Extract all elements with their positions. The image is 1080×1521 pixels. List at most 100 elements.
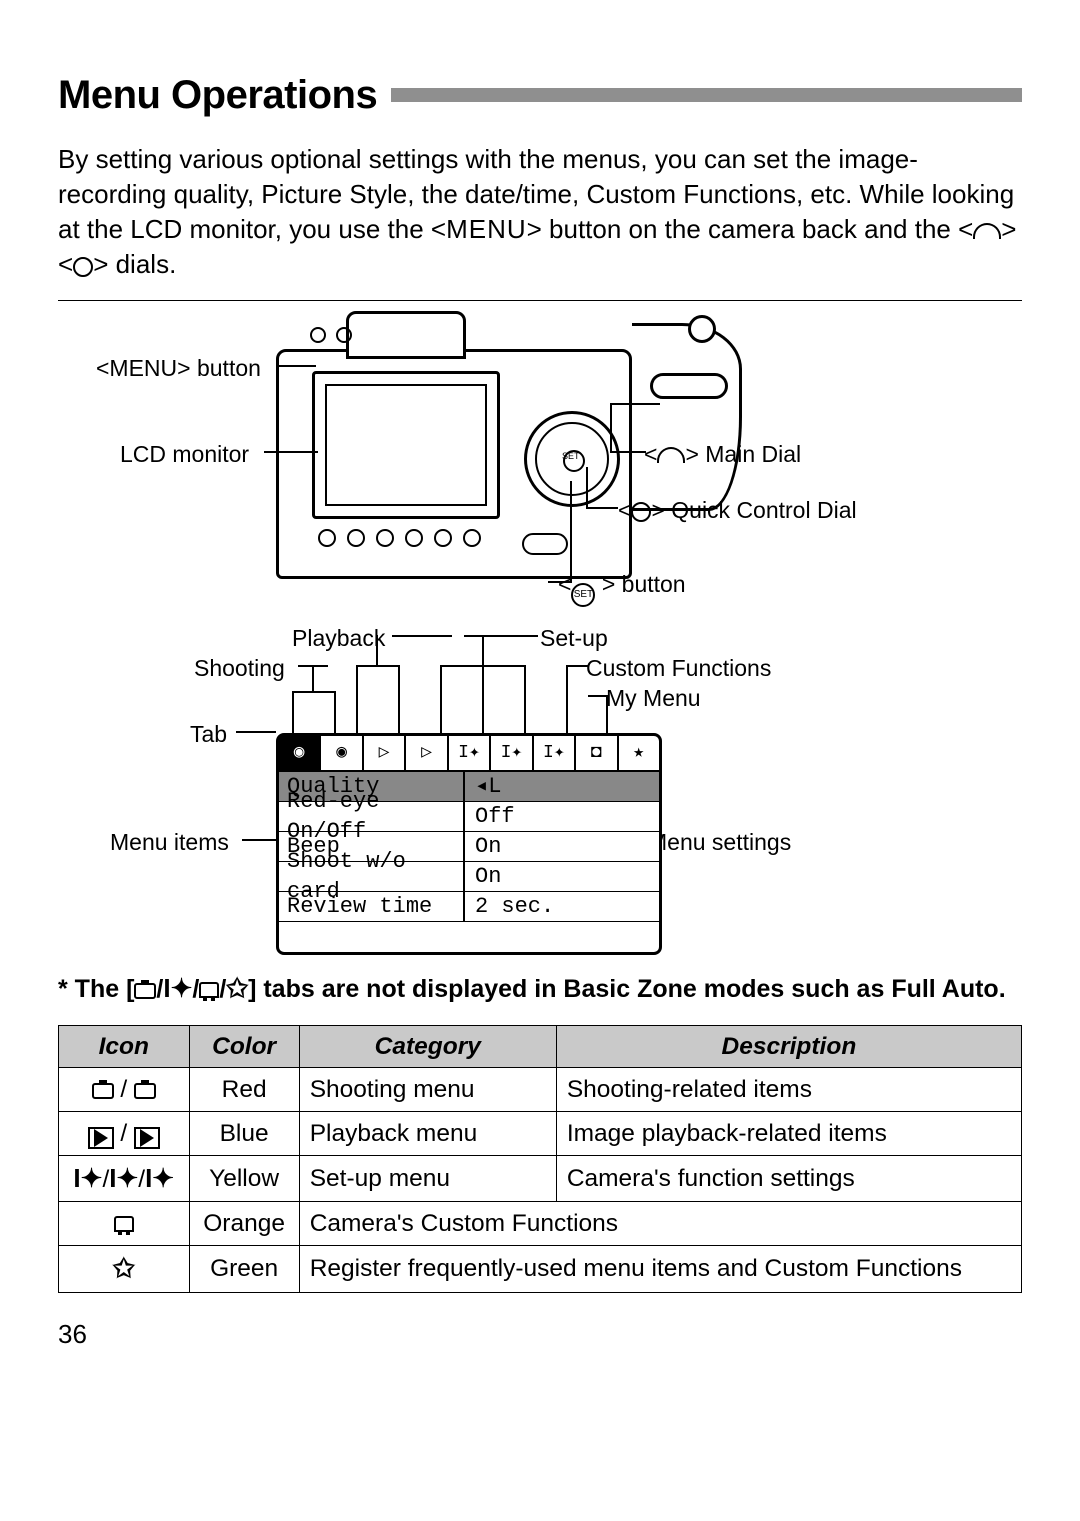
th-color: Color [189, 1026, 299, 1068]
cell-icon: I✦/I✦/I✦ [59, 1156, 190, 1202]
note-prefix: * The [ [58, 975, 134, 1003]
leader [392, 635, 452, 637]
cell-icon: ✩ [59, 1246, 190, 1292]
leader [236, 731, 276, 733]
menu-row-value: Off [465, 802, 515, 832]
title-bar [391, 88, 1022, 102]
menu-tabs: ◉◉▷▷I✦I✦I✦◘★ [279, 736, 659, 772]
th-description: Description [556, 1026, 1021, 1068]
table-row: / Red Shooting menu Shooting-related ite… [59, 1068, 1022, 1112]
set-button-icon: SET [571, 583, 595, 607]
playback-icon [134, 1127, 160, 1149]
tab-icon: ◉ [279, 736, 321, 770]
main-dial-icon [973, 223, 1001, 239]
menu-row: Review time2 sec. [279, 892, 659, 922]
leader [464, 635, 538, 637]
menu-screen-illustration: ◉◉▷▷I✦I✦I✦◘★ Quality◂LRed-eye On/OffOffB… [276, 733, 662, 955]
wrench-icon: I✦ [109, 1163, 138, 1193]
label-custom-fn: Custom Functions [586, 653, 771, 684]
quick-control-dial-icon [631, 502, 651, 522]
cell-color: Orange [189, 1202, 299, 1246]
leader [482, 635, 484, 665]
table-row: I✦/I✦/I✦ Yellow Set-up menu Camera's fun… [59, 1156, 1022, 1202]
menu-row-value: On [465, 832, 501, 862]
menu-row-label: Review time [279, 892, 465, 922]
leader [482, 665, 484, 733]
label-lcd-monitor: LCD monitor [120, 439, 249, 470]
camera-viewfinder [346, 311, 466, 359]
cell-description: Image playback-related items [556, 1112, 1021, 1156]
menu-row: Shoot w/o cardOn [279, 862, 659, 892]
label-menu-items: Menu items [110, 827, 229, 858]
page-number: 36 [58, 1317, 1022, 1352]
title-row: Menu Operations [58, 68, 1022, 122]
wrench-icon: I✦ [163, 973, 192, 1003]
intro-part-2: > button on the camera back and the < [527, 214, 974, 244]
leader [440, 665, 442, 733]
star-icon: ✩ [226, 973, 248, 1003]
custom-fn-icon [114, 1216, 134, 1232]
cell-category: Set-up menu [299, 1156, 556, 1202]
divider [58, 300, 1022, 301]
label-set-button: <SET > button [558, 569, 686, 607]
cell-category: Playback menu [299, 1112, 556, 1156]
tab-icon: ▷ [406, 736, 448, 770]
leader [334, 691, 336, 733]
cell-icon [59, 1202, 190, 1246]
intro-paragraph: By setting various optional settings wit… [58, 142, 1022, 282]
label-shooting: Shooting [194, 653, 285, 684]
label-playback: Playback [292, 623, 385, 654]
cell-category: Shooting menu [299, 1068, 556, 1112]
tab-icon: ▷ [364, 736, 406, 770]
diagram: SET <MENU> button LCD monitor <> Main Di… [58, 323, 1022, 963]
camera-grip [632, 323, 742, 511]
leader [356, 665, 358, 733]
menu-rows: Quality◂LRed-eye On/OffOffBeepOnShoot w/… [279, 772, 659, 922]
cell-icon: / [59, 1112, 190, 1156]
camera-top-buttons [310, 327, 352, 343]
table-header-row: Icon Color Category Description [59, 1026, 1022, 1068]
leader [610, 451, 646, 453]
menu-row-value: On [465, 862, 501, 892]
camera-switch [522, 533, 568, 555]
label-setup: Set-up [540, 623, 608, 654]
custom-fn-icon [199, 982, 219, 998]
camera-main-dial [650, 373, 728, 399]
camera-icon [134, 1083, 156, 1099]
table-row: ✩ Green Register frequently-used menu it… [59, 1246, 1022, 1292]
label-main-dial: <> Main Dial [644, 439, 801, 470]
leader [440, 665, 524, 667]
leader [586, 467, 588, 507]
leader [278, 365, 316, 367]
leader [606, 695, 608, 733]
set-text: SET [562, 450, 580, 462]
cell-icon: / [59, 1068, 190, 1112]
th-category: Category [299, 1026, 556, 1068]
menu-row-value: 2 sec. [465, 892, 554, 922]
leader [292, 691, 294, 733]
icon-table: Icon Color Category Description / Red Sh… [58, 1025, 1022, 1292]
leader [292, 691, 334, 693]
leader [398, 665, 400, 733]
cell-color: Yellow [189, 1156, 299, 1202]
cell-description: Shooting-related items [556, 1068, 1021, 1112]
camera-button-row [318, 529, 481, 547]
footnote: * The [/I✦//✩] tabs are not displayed in… [58, 971, 1022, 1007]
camera-lcd [312, 371, 500, 519]
cell-color: Green [189, 1246, 299, 1292]
wrench-icon: I✦ [145, 1163, 174, 1193]
table-row: Orange Camera's Custom Functions [59, 1202, 1022, 1246]
tab-icon: ◉ [321, 736, 363, 770]
leader [548, 581, 572, 583]
leader [264, 451, 318, 453]
menu-word: MENU [446, 214, 527, 244]
leader [610, 403, 660, 405]
playback-icon [88, 1127, 114, 1149]
camera-icon [134, 983, 156, 999]
star-icon: ✩ [113, 1253, 135, 1283]
leader [566, 665, 568, 733]
leader [242, 839, 276, 841]
tab-icon: I✦ [534, 736, 576, 770]
tab-icon: ◘ [576, 736, 618, 770]
menu-row: Red-eye On/OffOff [279, 802, 659, 832]
